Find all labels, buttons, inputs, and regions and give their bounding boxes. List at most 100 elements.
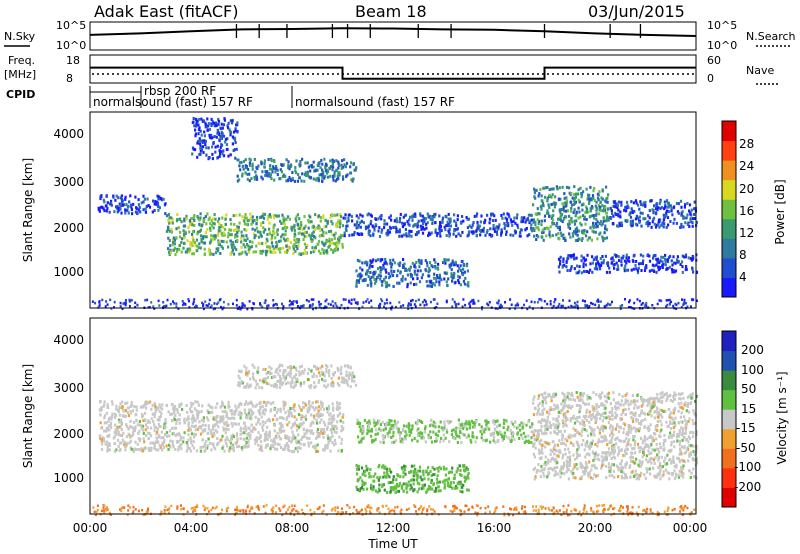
power-point [352,177,355,181]
power-point [402,304,405,307]
power-point [410,234,413,238]
power-point [637,266,640,270]
cpid-label: CPID [6,88,35,101]
power-point [378,215,381,219]
velocity-point [328,374,331,378]
velocity-point [283,446,287,450]
velocity-point [216,430,219,434]
velocity-point [103,414,107,418]
power-point [341,175,345,179]
power-point [648,269,651,273]
power-point [345,229,348,232]
power-point [182,229,185,233]
velocity-point [317,415,320,419]
power-point [605,185,608,189]
power-point [589,226,592,230]
power-point [182,236,186,240]
velocity-point [261,420,264,424]
velocity-point [191,410,194,414]
velocity-point [179,443,182,447]
velocity-point [452,481,455,484]
power-point [241,215,244,219]
power-point [547,203,550,207]
power-point [207,146,210,150]
velocity-point [293,409,296,413]
power-point [304,171,307,175]
velocity-point [247,432,251,436]
power-point [246,177,249,181]
power-point [574,192,578,196]
power-point [298,231,301,235]
power-point [553,222,556,226]
power-point [458,275,461,279]
velocity-point [156,418,159,422]
power-point [305,230,308,234]
velocity-point [294,381,297,385]
power-point [671,213,674,217]
velocity-point [339,368,342,372]
velocity-point [164,433,167,436]
power-point [142,208,145,212]
power-point [230,228,233,232]
velocity-point [281,372,285,376]
power-point [143,197,146,201]
velocity-point [115,404,118,408]
power-point [602,258,605,262]
velocity-point [276,368,279,372]
power-point [306,243,309,247]
power-point [321,162,324,166]
power-point [453,213,456,217]
power-point [183,219,186,223]
velocity-point [287,445,290,449]
power-point [538,192,541,196]
velocity-point [106,449,109,453]
power-point [647,224,650,228]
power-point [309,169,312,173]
power-point [641,262,644,266]
velocity-point [278,434,281,438]
power-point [463,282,466,286]
power-point [644,266,647,270]
power-point [605,236,608,240]
power-point [183,232,186,236]
power-point [562,257,565,261]
power-point [605,215,609,219]
velocity-point [502,426,505,430]
power-point [196,249,199,253]
power-point [181,303,184,307]
power-point [456,218,459,222]
velocity-point [388,419,391,422]
power-point [383,226,386,230]
power-point [98,304,101,307]
velocity-point [290,385,293,389]
power-point [680,225,683,229]
power-point [280,221,283,225]
power-point [531,307,534,310]
power-point [290,228,293,232]
power-point [675,258,679,262]
velocity-point [278,365,281,369]
velocity-point [177,445,180,449]
power-point [635,267,638,271]
power-point [490,213,493,217]
velocity-point [381,420,384,424]
velocity-point [158,444,161,448]
power-point [520,228,523,232]
power-point [199,139,203,143]
velocity-point [286,447,289,451]
velocity-point [379,440,382,444]
velocity-point [421,421,424,424]
power-point [227,245,230,249]
power-point [638,220,641,224]
velocity-point [263,432,267,436]
power-point [416,223,419,227]
power-point [275,164,278,168]
velocity-point [241,448,244,452]
velocity-point [291,376,294,380]
velocity-point [302,401,305,405]
power-point [463,263,466,267]
power-point [280,235,283,239]
power-point [303,230,306,234]
power-point [383,302,386,305]
velocity-point [245,441,248,444]
